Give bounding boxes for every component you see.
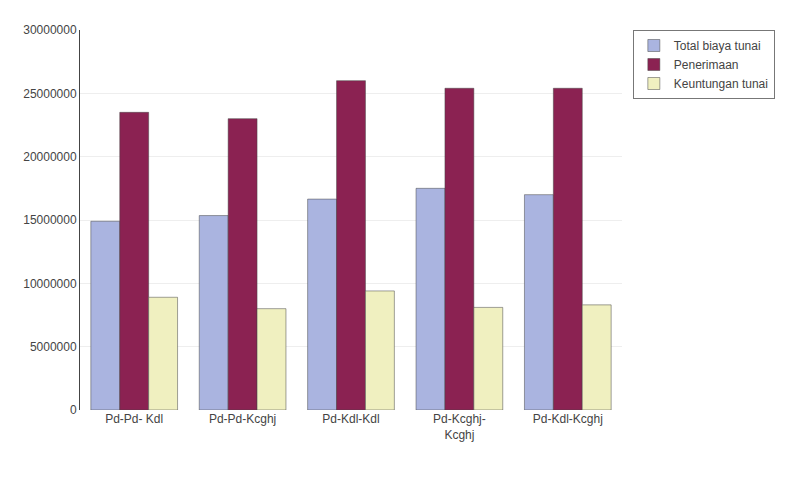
svg-text:Pd-Kdl-Kcghj: Pd-Kdl-Kcghj — [533, 412, 603, 426]
svg-text:Pd-Pd- Kdl: Pd-Pd- Kdl — [105, 412, 163, 426]
svg-text:10000000: 10000000 — [23, 277, 77, 291]
svg-text:Pd-Kdl-Kdl: Pd-Kdl-Kdl — [322, 412, 379, 426]
svg-text:Pd-Pd-Kcghj: Pd-Pd-Kcghj — [209, 412, 276, 426]
svg-text:0: 0 — [70, 403, 77, 417]
svg-text:Total biaya tunai: Total biaya tunai — [674, 39, 761, 53]
svg-text:20000000: 20000000 — [23, 150, 77, 164]
svg-text:5000000: 5000000 — [30, 340, 77, 354]
svg-text:25000000: 25000000 — [23, 87, 77, 101]
svg-text:30000000: 30000000 — [23, 23, 77, 37]
svg-text:Keuntungan tunai: Keuntungan tunai — [674, 77, 768, 91]
svg-text:15000000: 15000000 — [23, 213, 77, 227]
svg-text:Pd-Kcghj-Kcghj: Pd-Kcghj-Kcghj — [433, 412, 486, 442]
svg-text:Penerimaan: Penerimaan — [674, 58, 739, 72]
